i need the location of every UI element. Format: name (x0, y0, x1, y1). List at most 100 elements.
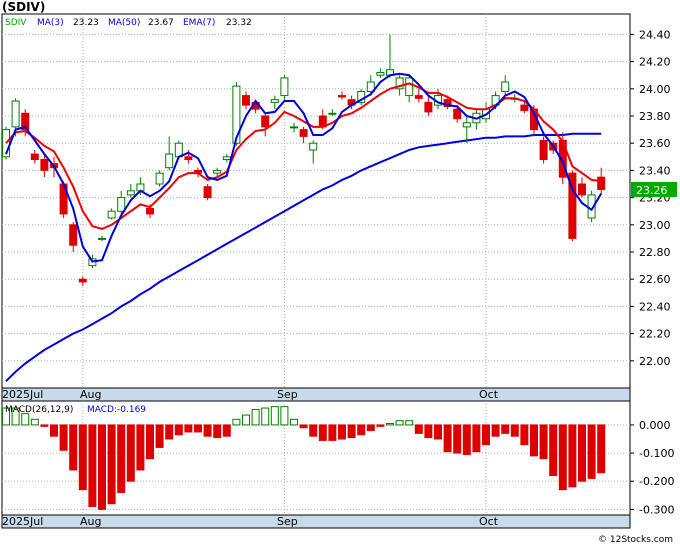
candle-body (597, 176, 606, 190)
macd-bar (222, 424, 231, 437)
legend-ma3-value: 23.23 (73, 18, 99, 28)
macd-date-band: 2025Jul Aug Sep Oct (1, 514, 631, 529)
macd-bar (98, 424, 106, 510)
current-price-label: 23.26 (636, 184, 668, 197)
candle-body (40, 159, 49, 171)
macd-bar (597, 424, 606, 474)
macd-bar (318, 424, 327, 441)
current-price-badge (631, 182, 677, 197)
x-tick-label: 2025Jul (2, 388, 43, 401)
price-tick-label: 24.40 (639, 28, 671, 41)
macd-bar (539, 424, 548, 460)
macd-bar (242, 414, 250, 426)
x-tick-label: Sep (277, 388, 298, 401)
macd-bar (510, 424, 519, 437)
legend-ma50: MA(50) (108, 18, 140, 28)
candle-body (338, 95, 346, 98)
price-tick-label: 24.20 (639, 56, 671, 69)
macd-bar (414, 424, 423, 434)
price-tick-label: 24.00 (639, 83, 671, 96)
macd-bar (59, 424, 68, 451)
candle-body (328, 112, 337, 115)
macd-bar (491, 424, 500, 437)
macd-bar (11, 407, 20, 426)
candle-body (184, 156, 193, 161)
candle-body (107, 210, 116, 219)
price-tick-label: 23.40 (639, 164, 671, 177)
macd-tick-label: 0.000 (639, 419, 671, 432)
macd-bar (386, 423, 394, 426)
candle-body (309, 142, 318, 151)
macd-y-axis: 0.000 -0.100 -0.200 -0.300 (630, 419, 674, 516)
legend-symbol: SDIV (5, 18, 27, 28)
candle-body (366, 81, 375, 93)
price-tick-label: 22.60 (639, 273, 671, 286)
x-tick-label: Aug (80, 515, 101, 528)
macd-bar (155, 424, 164, 448)
macd-bar (587, 424, 596, 479)
candle-body (376, 71, 385, 76)
macd-bar (261, 407, 270, 426)
candle-body (117, 197, 126, 212)
price-tick-label: 23.60 (639, 137, 671, 150)
macd-bar (578, 424, 586, 482)
candle-body (30, 153, 39, 161)
macd-value: MACD:-0.169 (87, 405, 146, 415)
macd-bar (88, 424, 97, 508)
macd-bars (2, 406, 606, 510)
macd-bar (482, 424, 490, 446)
macd-bar (194, 424, 202, 433)
candle-body (520, 104, 529, 112)
macd-bar (203, 424, 212, 437)
macd-bar (69, 424, 78, 471)
macd-bar (462, 424, 471, 455)
candle-body (539, 139, 548, 161)
macd-bar (2, 407, 10, 426)
legend-ma3: MA(3) (37, 18, 64, 28)
macd-bar (424, 424, 433, 439)
macd-bar (213, 424, 222, 439)
macd-bar (165, 424, 174, 440)
macd-tick-label: -0.100 (639, 447, 674, 460)
price-tick-label: 22.40 (639, 300, 671, 313)
legend-ema7: EMA(7) (183, 18, 215, 28)
candle-body (21, 112, 30, 131)
macd-bar (251, 408, 260, 426)
macd-bar (453, 424, 462, 454)
candle-body (203, 186, 212, 199)
macd-bar (146, 424, 154, 460)
macd-bar (184, 424, 193, 433)
candle-body (155, 172, 164, 185)
candle-body (424, 101, 433, 113)
candle-body (11, 100, 20, 128)
macd-bar (30, 418, 39, 426)
candle-body (222, 156, 231, 161)
x-tick-label: 2025Jul (2, 515, 43, 528)
x-tick-label: Aug (80, 388, 101, 401)
macd-bar (366, 424, 375, 432)
price-plot-area (1, 13, 631, 389)
candle-body (69, 224, 78, 246)
macd-bar (78, 424, 87, 491)
price-tick-label: 22.80 (639, 246, 671, 259)
macd-tick-label: -0.300 (639, 503, 674, 516)
macd-bar (530, 424, 538, 457)
candle-body (242, 95, 250, 106)
macd-bar (136, 424, 145, 471)
macd-bar (434, 424, 442, 440)
ma50-line (5, 132, 602, 382)
macd-bar (232, 418, 241, 426)
macd-bar (405, 420, 414, 426)
candle-body (261, 115, 270, 128)
candle-body (453, 108, 462, 120)
macd-bar (107, 424, 116, 505)
x-tick-label: Sep (277, 515, 298, 528)
candle-body (395, 77, 404, 90)
macd-bar (290, 418, 298, 426)
candle-body (270, 99, 279, 103)
price-y-axis: 24.4024.2024.0023.8023.6023.4023.2023.00… (630, 28, 671, 368)
candle-body (213, 169, 222, 174)
macd-x-axis: 2025Jul Aug Sep Oct (2, 515, 499, 528)
candle-body (146, 207, 154, 215)
macd-bar (328, 424, 337, 441)
